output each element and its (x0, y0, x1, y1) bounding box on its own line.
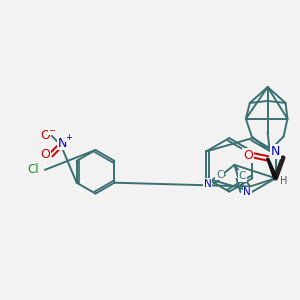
Text: +: + (65, 133, 72, 142)
Text: Cl: Cl (27, 163, 39, 176)
Text: C: C (239, 171, 246, 181)
Text: N: N (58, 136, 68, 150)
Text: N: N (271, 145, 280, 158)
Text: O: O (243, 149, 253, 162)
Text: O: O (40, 148, 50, 161)
Text: N: N (244, 188, 251, 197)
Polygon shape (267, 158, 278, 178)
Text: −: − (48, 126, 56, 135)
Text: N: N (204, 179, 212, 189)
Text: C: C (216, 169, 223, 179)
Text: H: H (280, 176, 287, 186)
Text: O: O (40, 129, 50, 142)
